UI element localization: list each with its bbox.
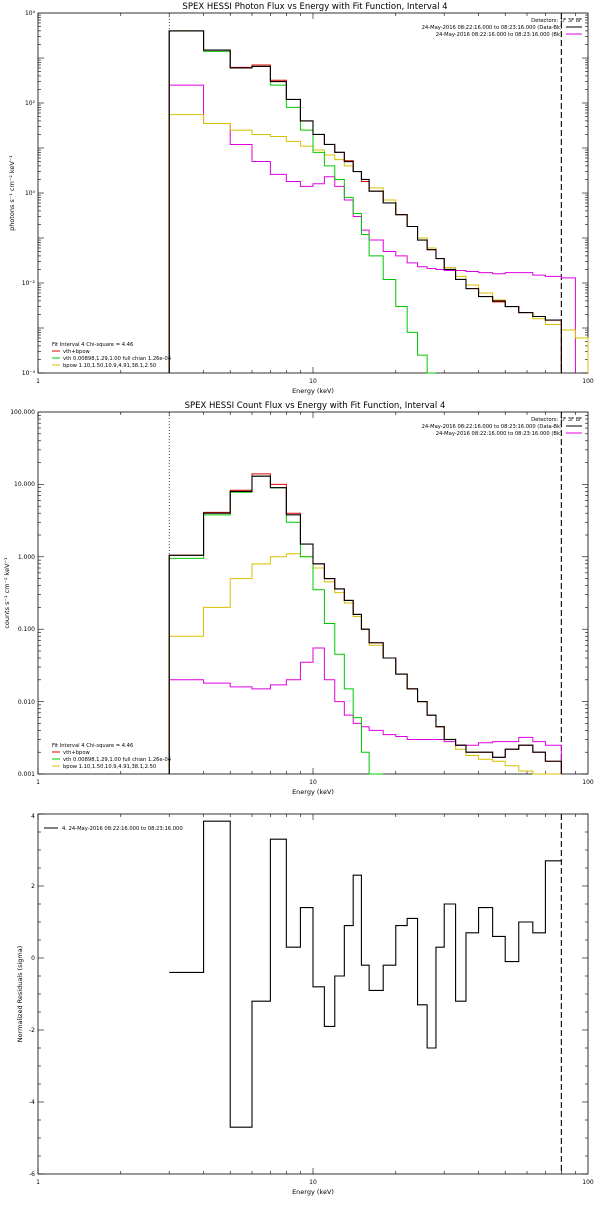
photon-flux-title: SPEX HESSI Photon Flux vs Energy with Fi… [182,2,447,12]
residual-x-tick-label: 100 [582,1179,594,1186]
count-y-tick-label: 0.001 [18,771,35,778]
photon-x-axis-label: Energy (keV) [292,387,334,395]
count-series-background [168,647,562,774]
photon-legend-bk: 24-May-2016 08:22:16.000 to 08:23:16.000… [436,32,562,38]
residual-x-axis-label: Energy (keV) [292,1188,334,1196]
count-flux-panel: SPEX HESSI Count Flux vs Energy with Fit… [3,401,594,796]
photon-detectors-label: Detectors: 1F 3F 8F [531,18,582,24]
photon-y-tick-label: 10⁴ [25,10,36,17]
photon-y-tick-label: 10² [25,100,36,107]
residual-y-tick-label: 2 [31,883,35,890]
count-flux-title: SPEX HESSI Count Flux vs Energy with Fit… [185,401,446,411]
count-x-tick-label: 1 [36,779,40,786]
residuals-curves [169,814,562,1174]
count-fit-bpow: bpow 1.10,1.50,10.9,4.91,38.1,2.50 [63,764,156,770]
count-y-axis-label: counts s⁻¹ cm⁻² keV⁻¹ [3,557,11,629]
count-flux-ticks [37,412,588,775]
photon-x-tick-label: 100 [582,378,594,385]
residuals-ticks [37,813,588,1175]
residual-y-tick-label: -4 [29,1099,35,1106]
count-series-data [168,475,562,774]
residual-y-axis-label: Normalized Residuals (sigma) [16,946,24,1043]
count-fit-vth: vth 0.00898,1.29,1.00 full chian 1.26e-0… [63,757,172,763]
count-legend-data-bk: 24-May-2016 08:22:16.000 to 08:23:16.000… [422,424,562,430]
photon-y-axis-label: photons s⁻¹ cm⁻² keV⁻¹ [8,155,16,231]
photon-x-tick-label: 10 [309,378,317,385]
count-legend-bk: 24-May-2016 08:22:16.000 to 08:23:16.000… [436,431,562,437]
photon-series-data [168,30,562,373]
residual-x-tick-label: 1 [36,1179,40,1186]
count-detectors-label: Detectors: 1F 3F 8F [531,417,582,423]
residual-legend-label: 4. 24-May-2016 08:22:16.000 to 08:23:16.… [62,826,183,832]
photon-fit-vth: vth 0.00898,1.29,1.00 full chian 1.26e-0… [63,356,172,362]
photon-flux-panel: SPEX HESSI Photon Flux vs Energy with Fi… [8,2,594,395]
count-y-tick-label: 10.000 [14,481,35,488]
count-y-tick-label: 100.000 [10,409,35,416]
photon-fit-chisq: Fit Interval 4 Chi-square = 4.46 [52,342,133,348]
residuals-panel: -6 -4 -2 0 2 4 1 10 100 Energy (keV) Nor… [16,813,594,1196]
photon-fit-bpow: bpow 1.10,1.50,10.9,4.91,38.1,2.50 [63,363,156,369]
photon-flux-ticks [37,13,588,374]
count-y-tick-label: 0.100 [18,626,35,633]
photon-y-tick-label: 10⁰ [25,190,36,197]
count-x-tick-label: 10 [309,779,317,786]
count-y-tick-label: 1.000 [18,554,35,561]
photon-legend-data-bk: 24-May-2016 08:22:16.000 to 08:23:16.000… [422,25,562,31]
count-fit-chisq: Fit Interval 4 Chi-square = 4.46 [52,743,133,749]
photon-flux-curves [168,13,589,374]
residual-y-tick-label: -6 [29,1171,35,1178]
residual-y-tick-label: -2 [29,1027,35,1034]
count-flux-curves [168,412,562,775]
photon-y-tick-label: 10⁻⁴ [22,370,36,377]
count-x-tick-label: 100 [582,779,594,786]
count-fit-total: vth+bpow [63,750,90,756]
residual-x-tick-label: 10 [309,1179,317,1186]
residual-y-tick-label: 4 [31,813,35,820]
photon-series-background [168,84,576,373]
residual-y-tick-label: 0 [31,955,35,962]
photon-fit-total: vth+bpow [63,349,90,355]
count-x-axis-label: Energy (keV) [292,788,334,796]
photon-y-tick-label: 10⁻² [22,280,36,287]
residual-series-data [169,820,562,1128]
count-y-tick-label: 0.010 [18,699,35,706]
photon-x-tick-label: 1 [36,378,40,385]
